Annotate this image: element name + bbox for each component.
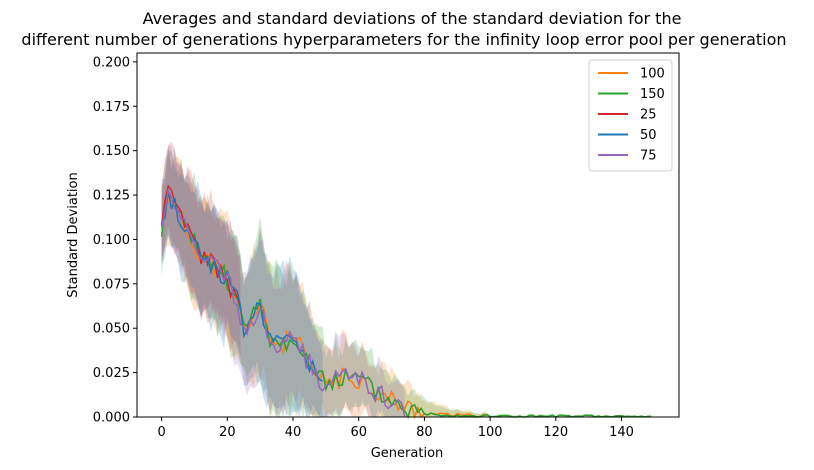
std-band-25 — [161, 141, 241, 357]
x-tick-label: 40 — [285, 425, 302, 440]
chart-title-line-1: Averages and standard deviations of the … — [143, 9, 682, 28]
y-tick-label: 0.150 — [93, 144, 130, 159]
x-tick-label: 100 — [478, 425, 503, 440]
x-tick-label: 80 — [416, 425, 433, 440]
y-tick-label: 0.050 — [93, 322, 130, 337]
std-bands — [161, 141, 652, 418]
x-tick-label: 20 — [219, 425, 236, 440]
y-tick-label: 0.100 — [93, 233, 130, 248]
chart-title-line-2: different number of generations hyperpar… — [21, 30, 786, 49]
x-tick-label: 60 — [350, 425, 367, 440]
x-axis-ticks: 0 20 40 60 80 100 120 140 — [157, 417, 634, 440]
x-tick-label: 0 — [157, 425, 165, 440]
legend-label-50: 50 — [640, 128, 657, 143]
plot-frame — [136, 52, 680, 418]
y-tick-label: 0.025 — [93, 366, 130, 381]
y-tick-label: 0.075 — [93, 277, 130, 292]
legend-label-150: 150 — [640, 87, 665, 102]
std-band-100 — [161, 153, 487, 418]
legend-label-75: 75 — [640, 149, 657, 164]
series-lines — [160, 184, 652, 420]
legend: 100 150 25 50 75 — [588, 59, 673, 172]
x-axis-label: Generation — [371, 446, 444, 461]
y-tick-label: 0.125 — [93, 189, 130, 204]
series-line-75 — [160, 187, 406, 417]
legend-label-100: 100 — [640, 67, 665, 82]
legend-label-25: 25 — [640, 108, 657, 123]
y-tick-label: 0.000 — [93, 411, 130, 426]
y-axis-ticks: 0.000 0.025 0.050 0.075 0.100 0.125 0.150 0.175… — [93, 55, 137, 426]
series-line-150 — [160, 189, 652, 419]
x-tick-label: 120 — [543, 425, 568, 440]
legend-box — [588, 59, 673, 172]
y-tick-label: 0.175 — [93, 100, 130, 115]
y-axis-label: Standard Deviation — [66, 172, 81, 297]
std-band-75 — [161, 143, 405, 418]
y-tick-label: 0.200 — [93, 55, 130, 70]
x-tick-label: 140 — [609, 425, 634, 440]
